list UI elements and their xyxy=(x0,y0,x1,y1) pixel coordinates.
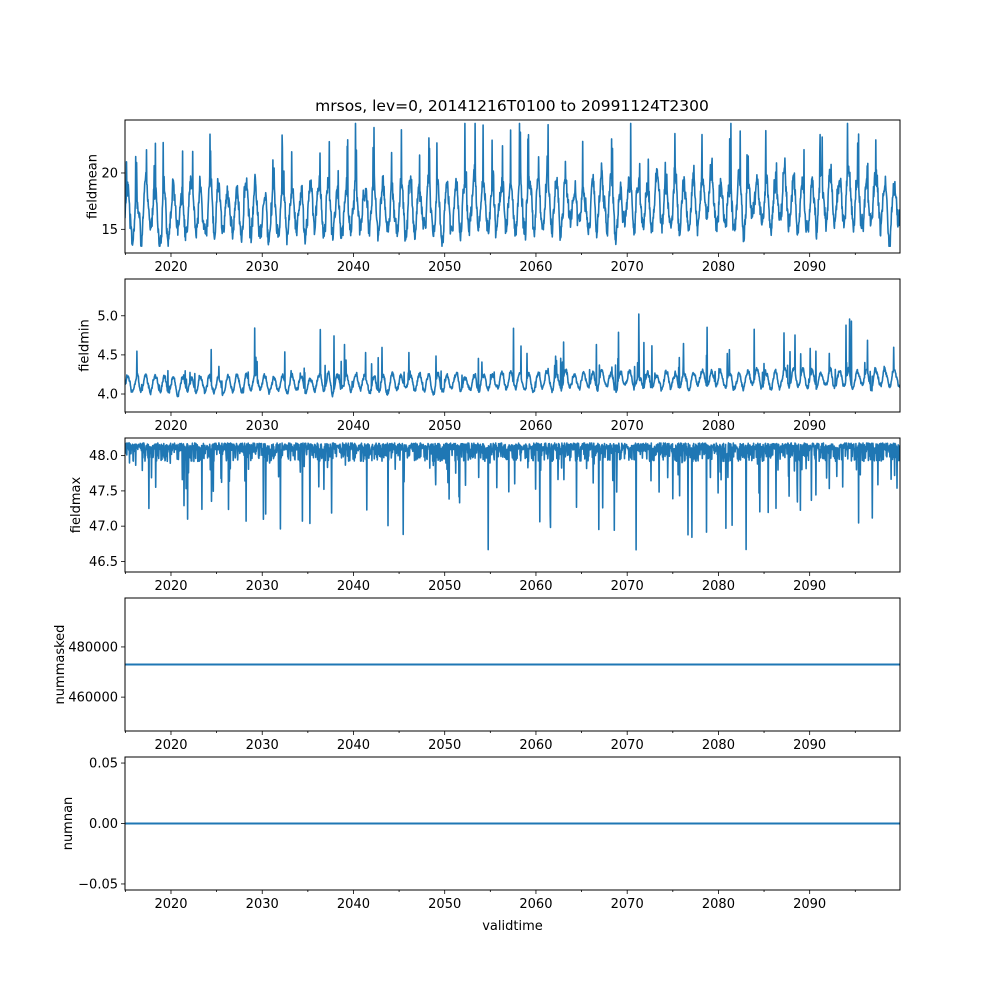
x-tick-label: 2080 xyxy=(702,579,735,594)
y-tick-label: 4.0 xyxy=(97,388,118,403)
y-tick-label: 48.0 xyxy=(89,449,118,464)
x-tick-label: 2040 xyxy=(337,579,370,594)
y-tick-label: 0.00 xyxy=(89,817,118,832)
axes-frame xyxy=(124,437,901,573)
series-line-fieldmax xyxy=(125,442,900,551)
y-tick-label: 480000 xyxy=(68,640,118,655)
subplot-fieldmin: 2020 2030 2040 2050 2060 2070 2080 2090 4.0 4.5 5.… xyxy=(77,278,901,434)
x-tick-label: 2090 xyxy=(793,897,826,912)
x-tick-label: 2030 xyxy=(246,897,279,912)
y-tick-label: 20 xyxy=(101,166,118,181)
axes-frame xyxy=(124,278,901,413)
x-tick-label: 2020 xyxy=(154,738,187,753)
x-tick-label: 2070 xyxy=(611,738,644,753)
subplot-nummasked: 2020 2030 2040 2050 2060 2070 2080 2090 460000 48… xyxy=(53,597,901,753)
x-tick-label: 2090 xyxy=(793,419,826,434)
x-tick-label: 2040 xyxy=(337,738,370,753)
series-line-fieldmean xyxy=(125,122,900,247)
x-tick-label: 2080 xyxy=(702,897,735,912)
y-tick-label: 46.5 xyxy=(89,555,118,570)
y-axis-label: fieldmean xyxy=(86,154,101,219)
x-tick-label: 2030 xyxy=(246,579,279,594)
x-axis-label: validtime xyxy=(482,919,543,934)
x-tick-label: 2070 xyxy=(611,419,644,434)
x-tick-label: 2060 xyxy=(519,579,552,594)
x-tick-label: 2040 xyxy=(337,897,370,912)
y-tick-label: 5.0 xyxy=(97,309,118,324)
axes-frame xyxy=(124,119,901,254)
y-axis-label: numnan xyxy=(61,797,76,851)
x-tick-label: 2080 xyxy=(702,260,735,275)
x-tick-label: 2060 xyxy=(519,260,552,275)
subplot-numnan: 2020 2030 2040 2050 2060 2070 2080 2090 −0.05 0.0… xyxy=(61,756,901,934)
y-axis-label: nummasked xyxy=(53,625,68,705)
figure-title: mrsos, lev=0, 20141216T0100 to 20991124T… xyxy=(315,97,709,115)
x-tick-label: 2070 xyxy=(611,260,644,275)
axes-frame xyxy=(124,597,901,732)
series-line-fieldmin xyxy=(125,313,900,398)
x-tick-label: 2020 xyxy=(154,260,187,275)
x-tick-label: 2040 xyxy=(337,419,370,434)
y-axis-label: fieldmax xyxy=(69,477,84,534)
y-tick-label: −0.05 xyxy=(78,877,118,892)
subplot-stack: 2020 2030 2040 2050 2060 2070 2080 20901520fiel… xyxy=(53,119,901,934)
subplot-fieldmax: 2020 2030 2040 2050 2060 2070 2080 2090 46.5 47.0… xyxy=(69,437,901,594)
x-tick-label: 2020 xyxy=(154,579,187,594)
y-tick-label: 47.5 xyxy=(89,484,118,499)
x-tick-label: 2040 xyxy=(337,260,370,275)
x-tick-label: 2050 xyxy=(428,897,461,912)
x-tick-label: 2070 xyxy=(611,579,644,594)
y-tick-label: 460000 xyxy=(68,691,118,706)
y-tick-label: 4.5 xyxy=(97,348,118,363)
x-tick-label: 2080 xyxy=(702,738,735,753)
x-tick-label: 2050 xyxy=(428,260,461,275)
y-tick-label: 0.05 xyxy=(89,757,118,772)
x-tick-label: 2050 xyxy=(428,419,461,434)
y-tick-label: 47.0 xyxy=(89,520,118,535)
x-tick-label: 2060 xyxy=(519,738,552,753)
x-tick-label: 2020 xyxy=(154,897,187,912)
x-tick-label: 2030 xyxy=(246,419,279,434)
x-tick-label: 2090 xyxy=(793,738,826,753)
x-tick-label: 2050 xyxy=(428,579,461,594)
x-tick-label: 2060 xyxy=(519,419,552,434)
x-tick-label: 2090 xyxy=(793,579,826,594)
x-tick-label: 2050 xyxy=(428,738,461,753)
x-tick-label: 2090 xyxy=(793,260,826,275)
x-tick-label: 2070 xyxy=(611,897,644,912)
y-axis-label: fieldmin xyxy=(77,319,92,372)
x-tick-label: 2060 xyxy=(519,897,552,912)
y-tick-label: 15 xyxy=(101,223,118,238)
x-tick-label: 2030 xyxy=(246,260,279,275)
x-tick-label: 2030 xyxy=(246,738,279,753)
x-tick-label: 2020 xyxy=(154,419,187,434)
subplot-fieldmean: 2020 2030 2040 2050 2060 2070 2080 2090 15 20fiel… xyxy=(86,119,901,275)
x-tick-label: 2080 xyxy=(702,419,735,434)
